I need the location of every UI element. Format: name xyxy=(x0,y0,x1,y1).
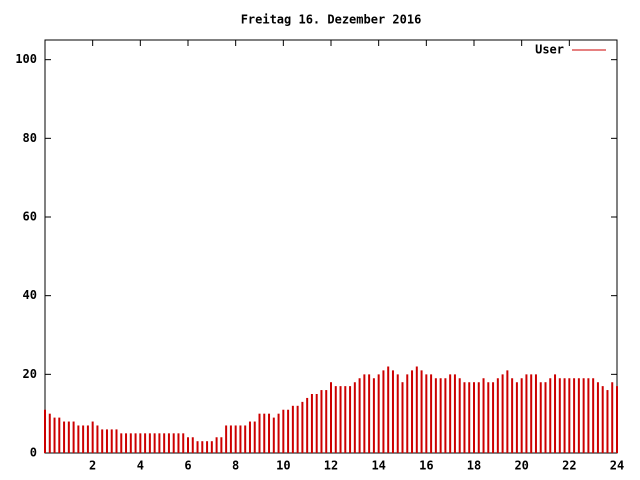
chart-title: Freitag 16. Dezember 2016 xyxy=(241,13,422,27)
y-tick-label: 60 xyxy=(23,210,37,224)
x-tick-label: 16 xyxy=(419,459,433,473)
y-tick-label: 20 xyxy=(23,367,37,381)
x-tick-label: 8 xyxy=(232,459,239,473)
x-tick-label: 24 xyxy=(610,459,624,473)
y-tick-label: 0 xyxy=(30,446,37,460)
x-tick-label: 4 xyxy=(137,459,144,473)
legend-label: User xyxy=(535,43,564,57)
x-tick-label: 22 xyxy=(562,459,576,473)
y-tick-label: 80 xyxy=(23,131,37,145)
y-tick-label: 40 xyxy=(23,288,37,302)
x-tick-label: 20 xyxy=(514,459,528,473)
x-tick-label: 6 xyxy=(184,459,191,473)
y-tick-label: 100 xyxy=(15,52,37,66)
x-tick-label: 12 xyxy=(324,459,338,473)
x-tick-label: 10 xyxy=(276,459,290,473)
x-tick-label: 2 xyxy=(89,459,96,473)
x-tick-label: 14 xyxy=(371,459,385,473)
x-tick-label: 18 xyxy=(467,459,481,473)
